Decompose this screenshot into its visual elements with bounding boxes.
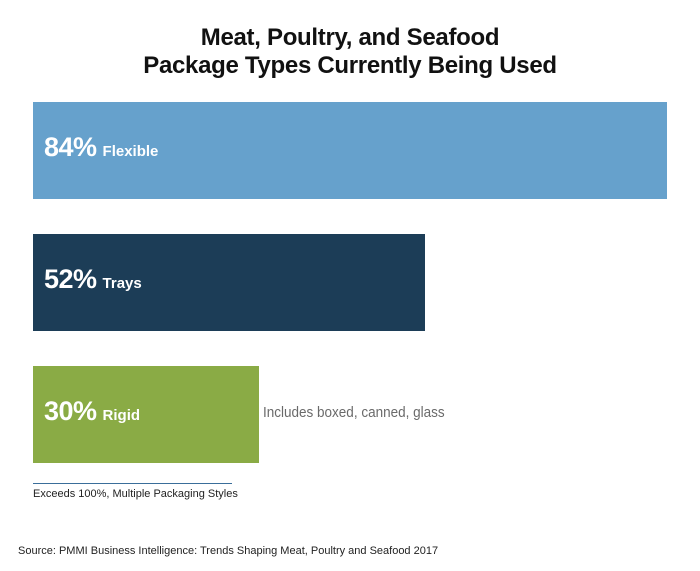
bar-category-label: Trays <box>102 275 142 292</box>
bar-trays <box>33 234 425 331</box>
bar-value-label: 84% <box>44 132 97 162</box>
bar-rigid <box>33 366 259 463</box>
rigid-annotation: Includes boxed, canned, glass <box>263 404 445 421</box>
bar-label-trays: 52% Trays <box>44 264 142 295</box>
bar-label-rigid: 30% Rigid <box>44 396 140 427</box>
bar-value-label: 30% <box>44 396 97 426</box>
chart-title-line-1: Meat, Poultry, and Seafood <box>200 24 500 51</box>
bar-value-label: 52% <box>44 264 97 294</box>
bar-flexible <box>33 102 667 199</box>
bar-category-label: Rigid <box>102 407 141 424</box>
chart-title-line-2: Package Types Currently Being Used <box>143 52 557 79</box>
bar-category-label: Flexible <box>102 143 159 160</box>
source-note: Source: PMMI Business Intelligence: Tren… <box>18 545 439 557</box>
bar-label-flexible: 84% Flexible <box>44 132 158 163</box>
footnote: Exceeds 100%, Multiple Packaging Styles <box>33 488 238 500</box>
footnote-divider <box>33 483 232 484</box>
